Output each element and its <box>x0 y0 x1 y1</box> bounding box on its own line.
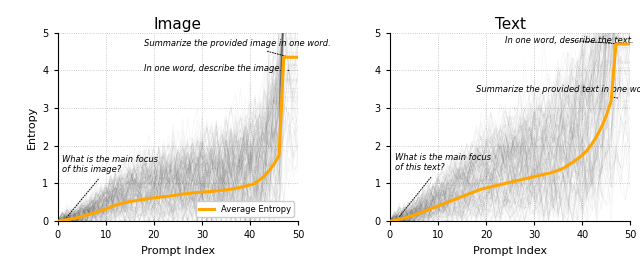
Legend: Average Entropy: Average Entropy <box>196 201 294 217</box>
X-axis label: Prompt Index: Prompt Index <box>141 246 215 256</box>
X-axis label: Prompt Index: Prompt Index <box>473 246 547 256</box>
Y-axis label: Entropy: Entropy <box>27 105 36 149</box>
Text: What is the main focus
of this text?: What is the main focus of this text? <box>394 153 490 218</box>
Text: What is the main focus
of this image?: What is the main focus of this image? <box>63 155 159 218</box>
Title: Text: Text <box>495 17 525 32</box>
Text: In one word, describe the image.: In one word, describe the image. <box>144 64 290 73</box>
Text: Summarize the provided text in one word.: Summarize the provided text in one word. <box>476 85 640 98</box>
Text: In one word, describe the text.: In one word, describe the text. <box>505 36 634 45</box>
Text: Summarize the provided image in one word.: Summarize the provided image in one word… <box>144 39 331 57</box>
Title: Image: Image <box>154 17 202 32</box>
